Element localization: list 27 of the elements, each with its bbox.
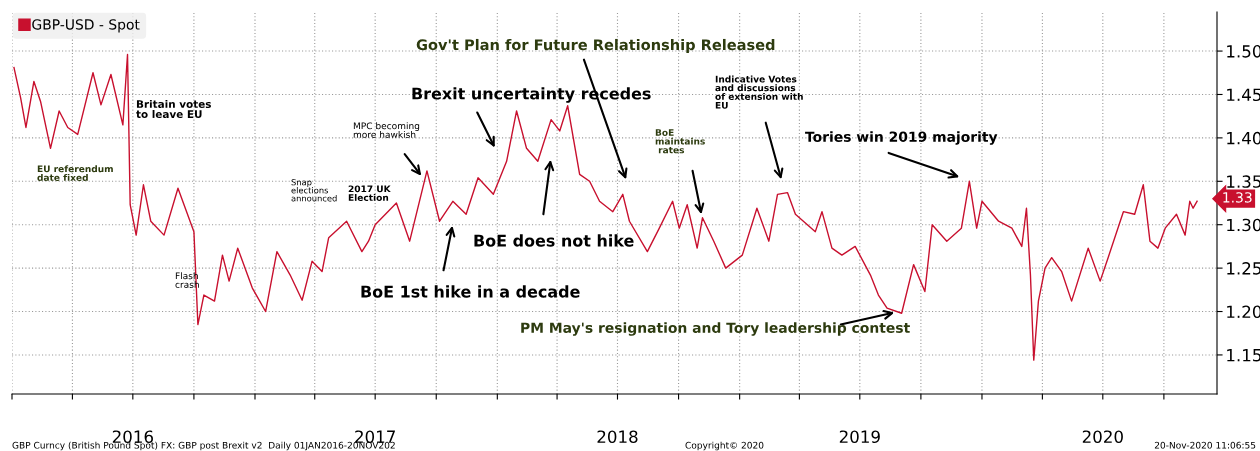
y-tick-label: 1.45: [1227, 88, 1260, 102]
annotation: BoE 1st hike in a decade: [361, 285, 580, 298]
annotation: 1.33: [1223, 192, 1252, 203]
annotation: BoE does not hike: [474, 234, 634, 247]
annotation: Indicative Votes and discussions of extension with EU: [715, 75, 803, 109]
annotation: EU referendum date fixed: [37, 165, 113, 181]
annotation: PM May's resignation and Tory leadership contest: [521, 322, 910, 336]
annotation: Gov't Plan for Future Relationship Released: [416, 38, 775, 54]
legend-label: GBP-USD - Spot: [32, 19, 140, 33]
y-tick-label: 1.15: [1227, 349, 1260, 362]
x-tick-label: 2020: [1082, 430, 1123, 444]
annotation: MPC becoming more hawkish: [353, 122, 420, 138]
line-series: [13, 53, 1198, 361]
annotation: Tories win 2019 majority: [805, 131, 998, 145]
y-tick-label: 1.35: [1227, 175, 1260, 188]
text: Copyright© 2020: [685, 441, 764, 451]
annotation: Snap elections announced: [291, 179, 337, 202]
y-tick-label: 1.25: [1227, 262, 1260, 275]
x-tick-label: 2019: [839, 430, 880, 444]
annotation: BoE maintains rates: [655, 129, 705, 154]
annotation: 2017 UK Election: [348, 185, 391, 201]
text: 20-Nov-2020 11:06:55: [1154, 441, 1256, 449]
text: GBP Curncy (British Pound Spot) FX: GBP post Brexit v2 Daily 01JAN2016-20NOV202: [12, 441, 395, 451]
annotation: Britain votes to leave EU: [136, 99, 211, 119]
x-tick-label: 2017: [355, 430, 395, 444]
x-tick-label: 2016: [112, 430, 153, 444]
x-tick-label: 2018: [597, 430, 638, 444]
